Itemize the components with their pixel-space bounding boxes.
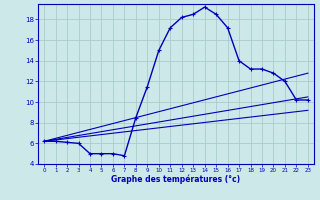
X-axis label: Graphe des températures (°c): Graphe des températures (°c) (111, 175, 241, 184)
